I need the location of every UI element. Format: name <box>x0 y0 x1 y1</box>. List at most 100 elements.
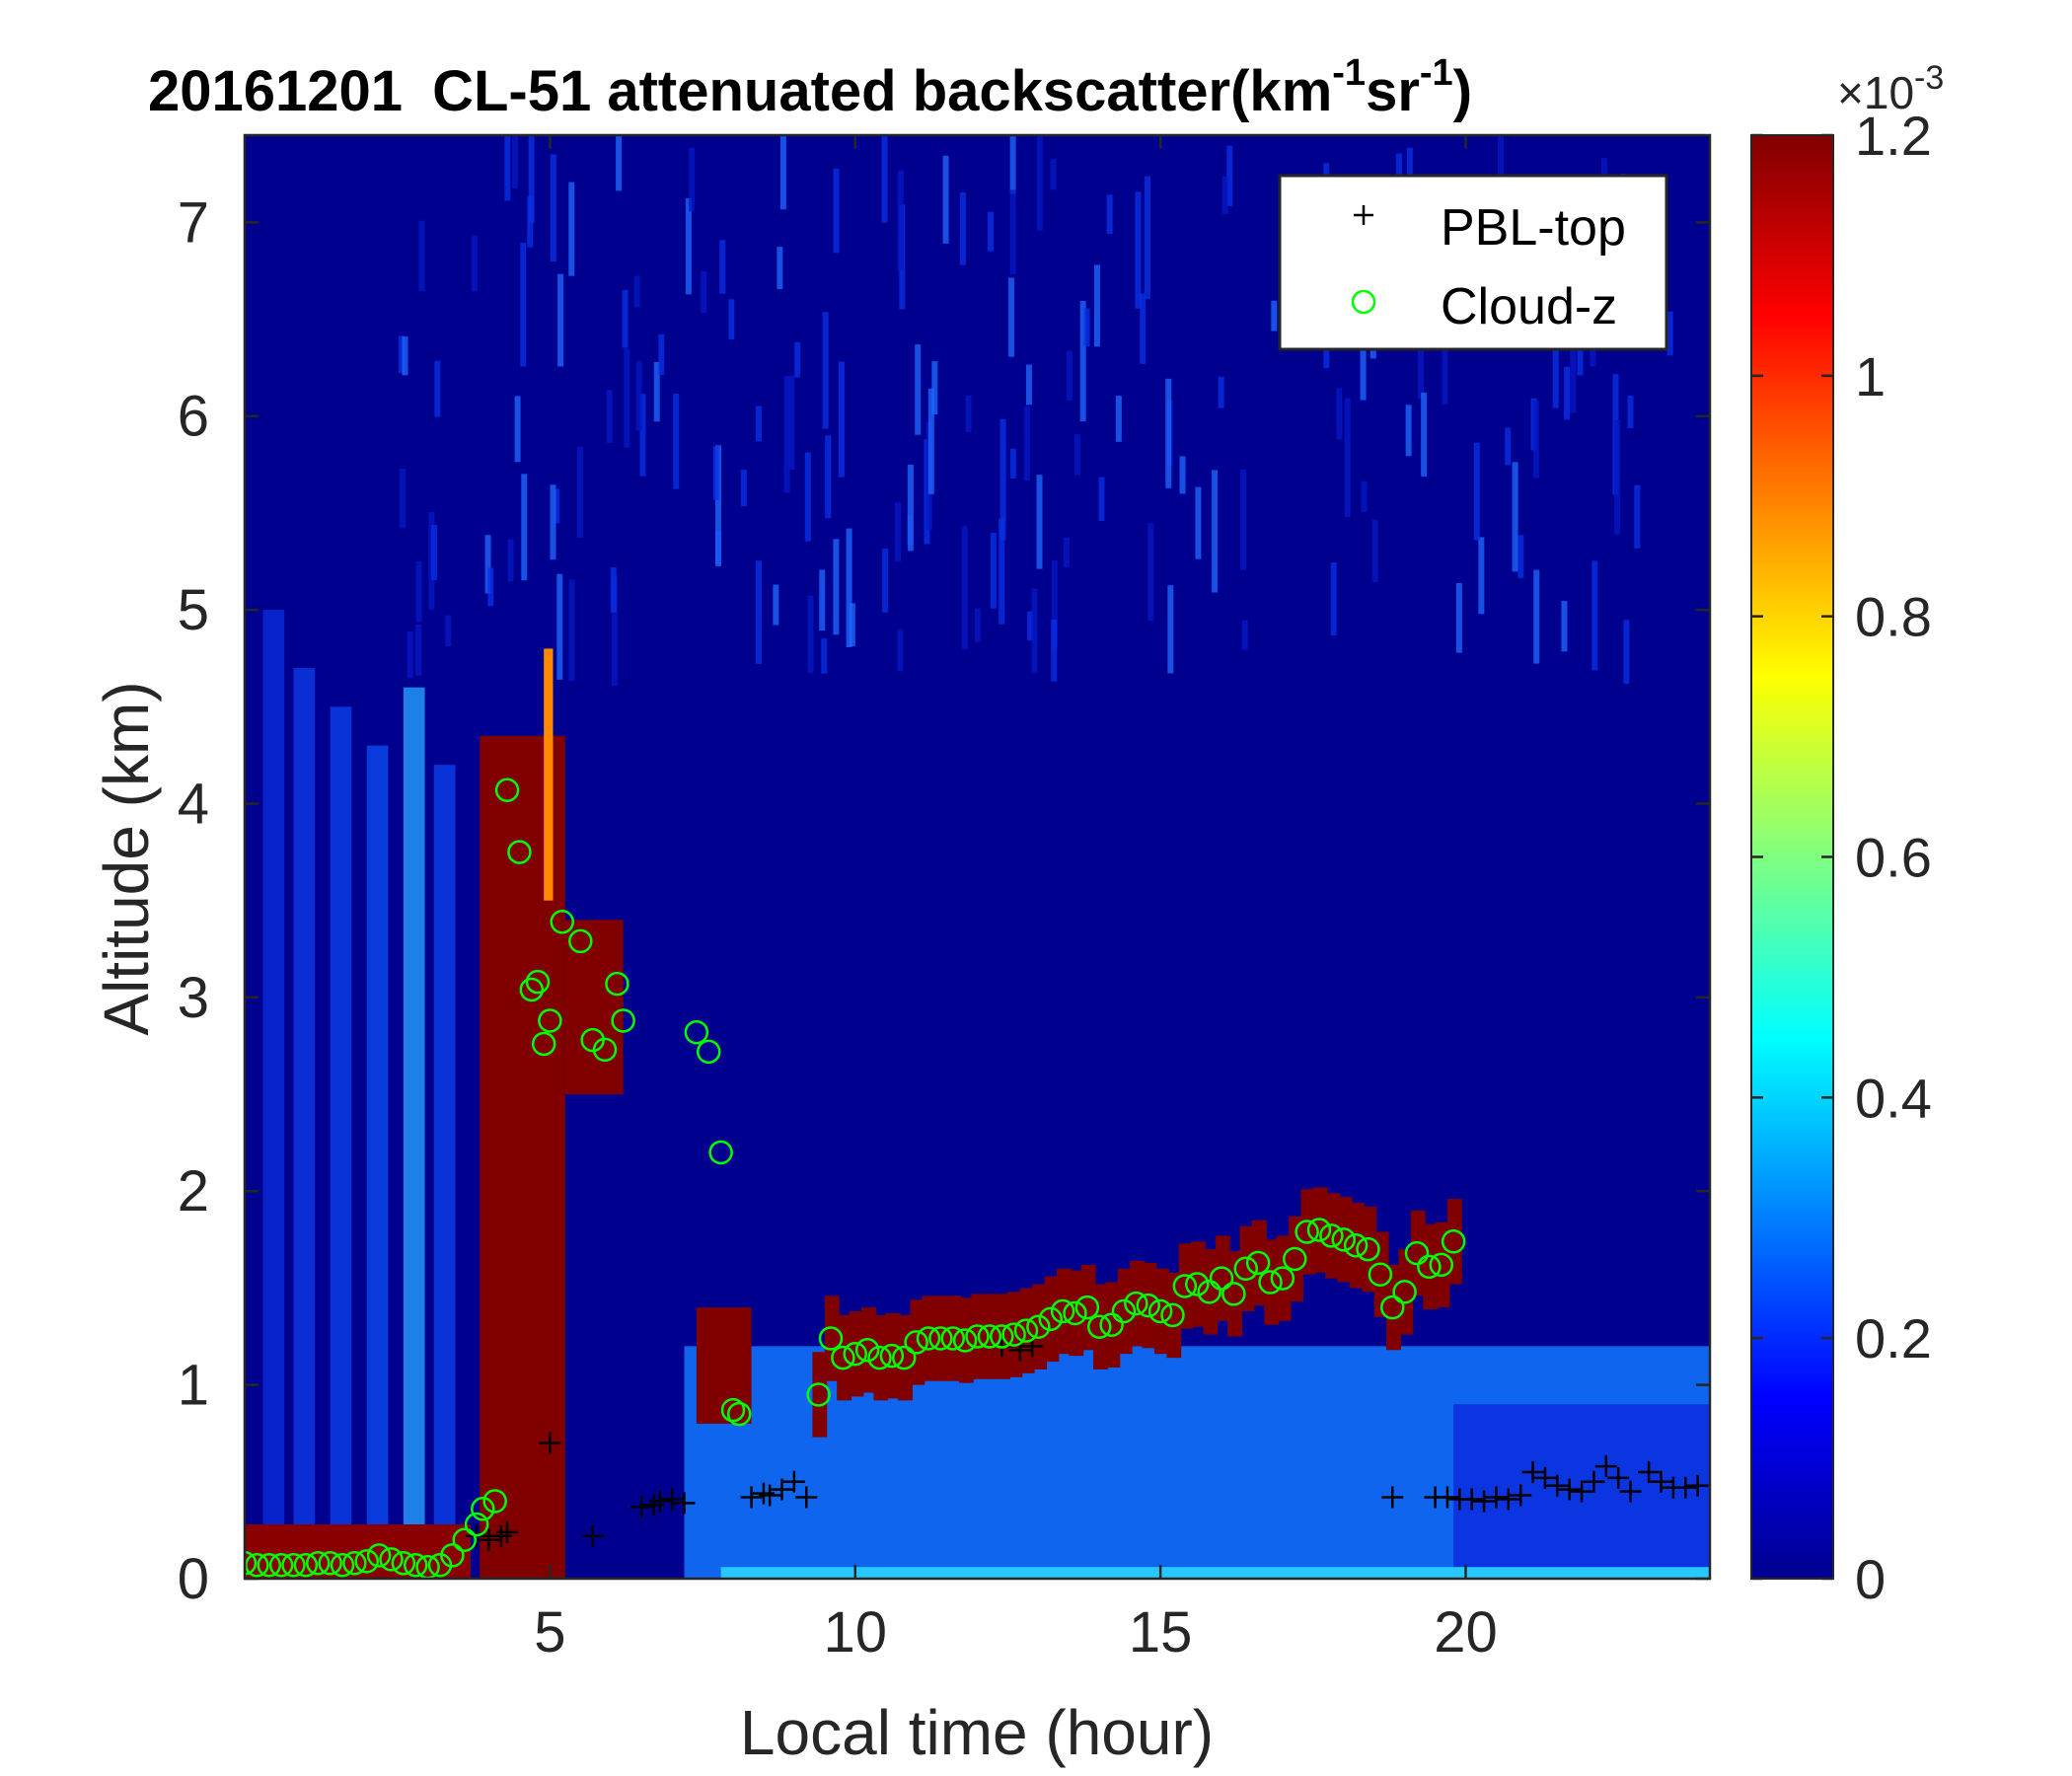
heatmap-speckle <box>550 154 556 262</box>
cloud-z-marker <box>697 1039 721 1065</box>
pbl-top-marker <box>1583 1470 1605 1493</box>
heatmap-speckle <box>897 629 904 672</box>
heatmap-surface-strip <box>720 1567 1710 1579</box>
heatmap-speckle <box>511 135 518 188</box>
heatmap-speckle <box>999 418 1006 541</box>
x-tick-label: 20 <box>1434 1600 1498 1665</box>
heatmap-speckle <box>407 631 413 679</box>
cloud-z-marker <box>990 1324 1014 1349</box>
heatmap-speckle <box>1473 442 1480 541</box>
heatmap-speckle <box>1218 376 1224 408</box>
heatmap-speckle <box>1478 537 1485 615</box>
pbl-top-marker <box>1686 1474 1709 1497</box>
colorbar-exponent: ×10-3 <box>1837 59 1944 118</box>
legend: PBL-top Cloud-z <box>1278 174 1668 351</box>
heatmap-speckle <box>528 135 535 224</box>
cloud-z-marker <box>550 910 574 934</box>
heatmap-speckle <box>807 595 814 673</box>
heatmap-speckle <box>1240 469 1247 570</box>
heatmap-speckle <box>611 575 618 687</box>
cloud-z-marker <box>531 1031 556 1057</box>
heatmap-speckle <box>1498 135 1505 200</box>
cloud-z-marker <box>1368 1262 1393 1287</box>
heatmap-speckle <box>833 169 840 254</box>
cloud-z-marker <box>342 1551 367 1576</box>
heatmap-speckle <box>673 393 680 489</box>
heatmap-speckle <box>756 560 763 664</box>
cloud-z-marker <box>843 1341 867 1367</box>
cloud-z-marker <box>928 1326 953 1351</box>
heatmap-streak <box>262 610 285 1579</box>
cloud-z-marker <box>720 1397 746 1423</box>
heatmap-speckle <box>1344 398 1351 518</box>
pbl-top-marker <box>1510 1484 1532 1507</box>
heatmap-cloud-band <box>1069 1270 1084 1357</box>
pbl-top-marker <box>1521 1460 1544 1483</box>
cloud-z-marker <box>257 1553 281 1578</box>
cloud-z-marker <box>471 1497 495 1521</box>
cloud-z-marker <box>1270 1266 1295 1291</box>
cloud-z-marker <box>568 928 593 954</box>
heatmap-speckle <box>712 446 719 500</box>
heatmap-speckle <box>915 344 922 435</box>
pbl-top-marker <box>1473 1490 1496 1513</box>
heatmap-speckle <box>1627 396 1634 429</box>
cloud-z-marker <box>1147 1298 1173 1324</box>
cloud-z-marker <box>1306 1218 1332 1242</box>
cloud-z-marker <box>1356 1236 1380 1262</box>
heatmap-speckle <box>1226 145 1233 206</box>
cloud-z-marker <box>330 1553 355 1578</box>
cloud-z-marker <box>464 1512 489 1537</box>
heatmap-cloud-band <box>1044 1276 1060 1363</box>
heatmap-streak <box>366 745 389 1579</box>
heatmap-speckle <box>1533 569 1540 664</box>
heatmap-speckle <box>788 375 795 470</box>
heatmap-speckle <box>1063 537 1070 567</box>
heatmap-speckle <box>987 211 994 252</box>
heatmap-speckle <box>1027 611 1034 641</box>
cloud-z-marker <box>440 1543 465 1568</box>
cloud-z-marker <box>1026 1314 1051 1339</box>
heatmap-speckle <box>999 518 1005 625</box>
cloud-z-marker <box>245 1553 269 1578</box>
heatmap-speckle <box>1614 419 1621 535</box>
cloud-z-marker <box>519 977 545 1002</box>
heatmap-speckle <box>1405 405 1412 457</box>
heatmap-cloud-band <box>1080 1264 1096 1351</box>
heatmap-speckle <box>1051 619 1058 682</box>
cloud-z-marker <box>268 1553 294 1578</box>
heatmap-streak <box>433 765 456 1579</box>
cloud-z-marker <box>818 1326 844 1351</box>
cloud-z-marker <box>1099 1312 1124 1337</box>
heatmap-speckle <box>514 396 521 463</box>
cloud-z-marker <box>1295 1220 1319 1244</box>
heatmap-speckle <box>1532 401 1539 479</box>
heatmap-speckle <box>907 464 914 552</box>
pbl-top-marker <box>759 1484 781 1507</box>
heatmap-speckle <box>1051 559 1058 648</box>
pbl-top-marker <box>1533 1466 1556 1489</box>
heatmap-speckle <box>484 535 491 594</box>
colorbar-tick-label: 1 <box>1855 345 1886 407</box>
heatmap-speckle <box>606 390 613 444</box>
cloud-z-marker <box>354 1549 379 1574</box>
heatmap-speckle <box>779 135 786 210</box>
pbl-top-marker <box>630 1496 653 1518</box>
heatmap-speckle <box>1009 135 1016 194</box>
heatmap-speckle <box>1093 264 1100 347</box>
colorbar-tick-label: 0.4 <box>1855 1067 1932 1129</box>
cloud-z-marker <box>684 1019 709 1045</box>
heatmap-speckle <box>431 524 438 581</box>
cloud-z-marker <box>1429 1252 1453 1278</box>
heatmap-speckle <box>1361 481 1368 512</box>
cloud-z-marker <box>1111 1298 1137 1324</box>
cloud-z-marker <box>1380 1295 1405 1320</box>
heatmap-speckle <box>1591 560 1598 671</box>
heatmap-speckle <box>1023 406 1030 481</box>
cloud-z-marker <box>611 1008 635 1033</box>
heatmap-speckle <box>1417 312 1424 400</box>
heatmap-speckle <box>550 484 556 560</box>
heatmap-speckle <box>1455 583 1462 653</box>
cloud-z-marker <box>1245 1250 1271 1276</box>
heatmap-speckle <box>1079 300 1086 422</box>
